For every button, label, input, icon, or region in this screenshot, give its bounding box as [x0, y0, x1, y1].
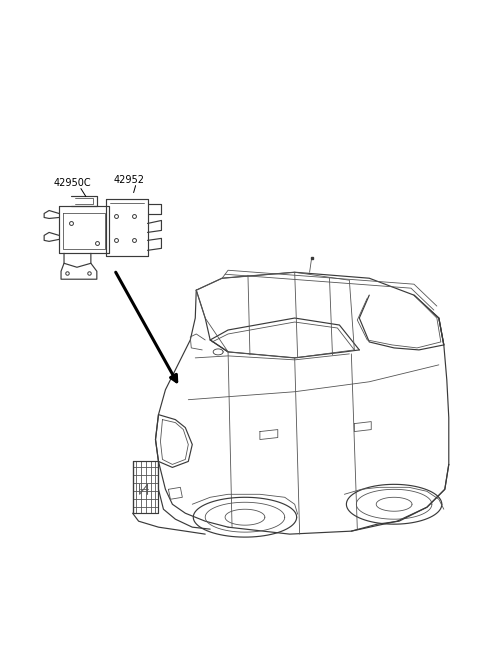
Text: 42952: 42952: [114, 175, 145, 185]
Text: 42950C: 42950C: [53, 177, 91, 188]
